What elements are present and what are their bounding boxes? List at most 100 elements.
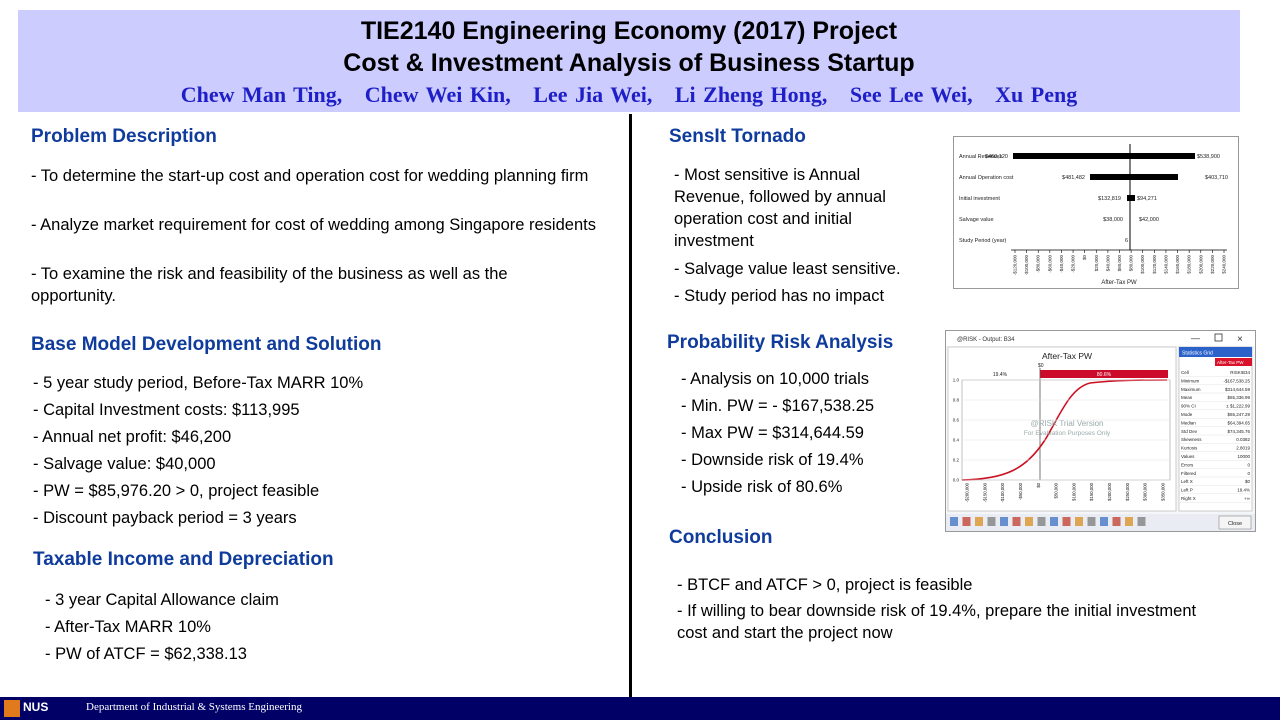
tick-label: $0 (1082, 255, 1087, 261)
tick-label: $220,000 (1210, 255, 1215, 274)
high-label: $42,000 (1139, 217, 1159, 223)
window-control: — (1191, 333, 1200, 343)
tick-label: -$80,000 (1036, 255, 1041, 273)
stat-value: 2.8019 (1236, 446, 1250, 451)
stat-name: Std Dev (1181, 429, 1198, 434)
toolbar-icon[interactable] (1012, 517, 1021, 526)
toolbar-icon[interactable] (987, 517, 996, 526)
x-tick-label: -$100,000 (1000, 482, 1005, 502)
poster-subtitle: Cost & Investment Analysis of Business S… (343, 49, 915, 77)
x-tick-label: -$150,000 (982, 482, 987, 502)
low-label: $132,819 (1098, 196, 1121, 202)
section-heading: SensIt Tornado (669, 126, 806, 147)
right-pct: 80.6% (1097, 372, 1112, 378)
section-heading: Conclusion (669, 527, 773, 548)
bullet: - Downside risk of 19.4% (681, 451, 864, 469)
low-label: $38,000 (1103, 217, 1123, 223)
window-control (1214, 333, 1223, 342)
high-label: $538,900 (1197, 154, 1220, 160)
logo-text: NUS (23, 700, 49, 714)
section-heading: Taxable Income and Depreciation (33, 549, 334, 570)
stat-name: Skewness (1181, 437, 1202, 442)
stat-name: Mean (1181, 395, 1193, 400)
tornado-image: Annual Revenues$460,120 $538,900 Annual Op… (953, 136, 1239, 289)
stat-value: ± $1,222.99 (1226, 404, 1250, 409)
toolbar-icon[interactable] (1112, 517, 1121, 526)
stat-value: 0.0382 (1236, 437, 1250, 442)
x-tick-label: $0 (1036, 482, 1041, 487)
bullet: - Upside risk of 80.6% (681, 478, 843, 496)
bullet: - After-Tax MARR 10% (45, 618, 211, 636)
toolbar-icon[interactable] (962, 517, 971, 526)
stat-name: Minimum (1181, 378, 1200, 383)
bullet: - 5 year study period, Before-Tax MARR 1… (33, 374, 364, 392)
stat-value: RISK!B34 (1230, 370, 1250, 375)
toolbar-icon[interactable] (1075, 517, 1083, 526)
toolbar-icon[interactable] (1050, 517, 1058, 526)
stat-name: Values (1181, 454, 1195, 459)
tornado-bar (1090, 174, 1178, 180)
stat-value: $314,644.59 (1225, 387, 1251, 392)
stat-value: 19.4% (1237, 488, 1250, 493)
stat-name: Cell (1181, 370, 1189, 375)
toolbar-icon[interactable] (1125, 517, 1133, 526)
stat-name: 90% CI (1181, 404, 1196, 409)
tick-label: -$60,000 (1047, 255, 1052, 273)
tick-label: -$100,000 (1024, 255, 1029, 276)
tick-label: $180,000 (1187, 255, 1192, 274)
tornado-bar (1013, 153, 1195, 159)
low-label: $460,120 (985, 154, 1008, 160)
section-heading: Base Model Development and Solution (31, 334, 382, 355)
y-tick-label: 0.4 (953, 438, 960, 443)
stat-name: Errors (1181, 462, 1194, 467)
bullet: - To determine the start-up cost and ope… (31, 167, 589, 185)
y-tick-label: 0.6 (953, 418, 960, 423)
low-label: $481,482 (1062, 175, 1085, 181)
chart-title: After-Tax PW (1042, 351, 1092, 361)
bullet: - Salvage value: $40,000 (33, 454, 216, 473)
department: Department of Industrial & Systems Engin… (86, 701, 302, 713)
section-heading: Probability Risk Analysis (667, 332, 894, 353)
watermark: For Evaluation Purposes Only (1024, 430, 1111, 437)
stat-name: Left X (1181, 479, 1193, 484)
stat-name: Kurtosis (1181, 446, 1198, 451)
toolbar-icon[interactable] (1062, 517, 1071, 526)
x-tick-label: $300,000 (1143, 482, 1148, 501)
x-tick-label: $100,000 (1071, 482, 1076, 501)
tick-label: $200,000 (1198, 255, 1203, 274)
y-tick-label: 0.8 (953, 398, 960, 403)
toolbar-icon[interactable] (1037, 517, 1046, 526)
image-frame (953, 136, 1239, 289)
bullet: - Capital Investment costs: $113,995 (33, 400, 300, 419)
toolbar-icon[interactable] (1137, 517, 1146, 526)
bullet: - Salvage value least sensitive. (674, 260, 901, 278)
y-tick-label: 1.0 (953, 378, 960, 383)
tornado-bar (1129, 216, 1131, 222)
stat-name: Right X (1181, 496, 1196, 501)
risk-window: — × @RISK - Output: B34 After-Tax PW 19.4%… (945, 330, 1256, 532)
row-label: Initial investment (959, 196, 1000, 202)
stat-value: $74,345.76 (1227, 429, 1250, 434)
footer-bar: NUS Department of Industrial & Systems E… (0, 697, 1280, 720)
authors: Chew Man Ting, Chew Wei Kin, Lee Jia Wei… (180, 82, 1078, 107)
close-label[interactable]: Close (1228, 521, 1242, 527)
toolbar-icon[interactable] (1025, 517, 1033, 526)
section-heading: Problem Description (31, 126, 217, 147)
close-button[interactable] (1218, 515, 1252, 530)
stat-name: Mode (1181, 412, 1193, 417)
toolbar-icon[interactable] (1100, 517, 1108, 526)
bullet: - To examine the risk and feasibility of… (31, 265, 508, 305)
cumulative-curve (961, 379, 1168, 481)
x-tick-label: $350,000 (1161, 482, 1166, 501)
x-tick-label: $50,000 (1054, 482, 1059, 498)
toolbar-icon[interactable] (1000, 517, 1008, 526)
poster-title: TIE2140 Engineering Economy (2017) Proje… (360, 17, 898, 45)
toolbar-icon[interactable] (975, 517, 983, 526)
watermark: @RISK Trial Version (1030, 419, 1103, 428)
toolbar-icon[interactable] (950, 517, 958, 526)
stat-name: Maximum (1181, 387, 1201, 392)
axis-label: After-Tax PW (1101, 280, 1137, 286)
title-bar (946, 331, 1255, 346)
toolbar-icon[interactable] (1087, 517, 1096, 526)
